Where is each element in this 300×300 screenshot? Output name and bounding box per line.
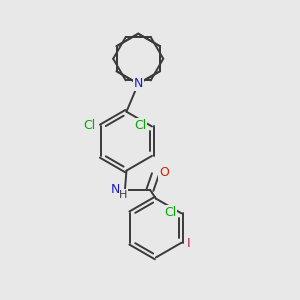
- Text: N: N: [134, 77, 143, 90]
- Text: H: H: [119, 190, 128, 200]
- Text: Cl: Cl: [134, 119, 146, 132]
- Text: O: O: [159, 166, 169, 178]
- Text: I: I: [187, 237, 190, 250]
- Text: N: N: [111, 183, 121, 196]
- Text: Cl: Cl: [164, 206, 176, 219]
- Text: Cl: Cl: [83, 119, 96, 132]
